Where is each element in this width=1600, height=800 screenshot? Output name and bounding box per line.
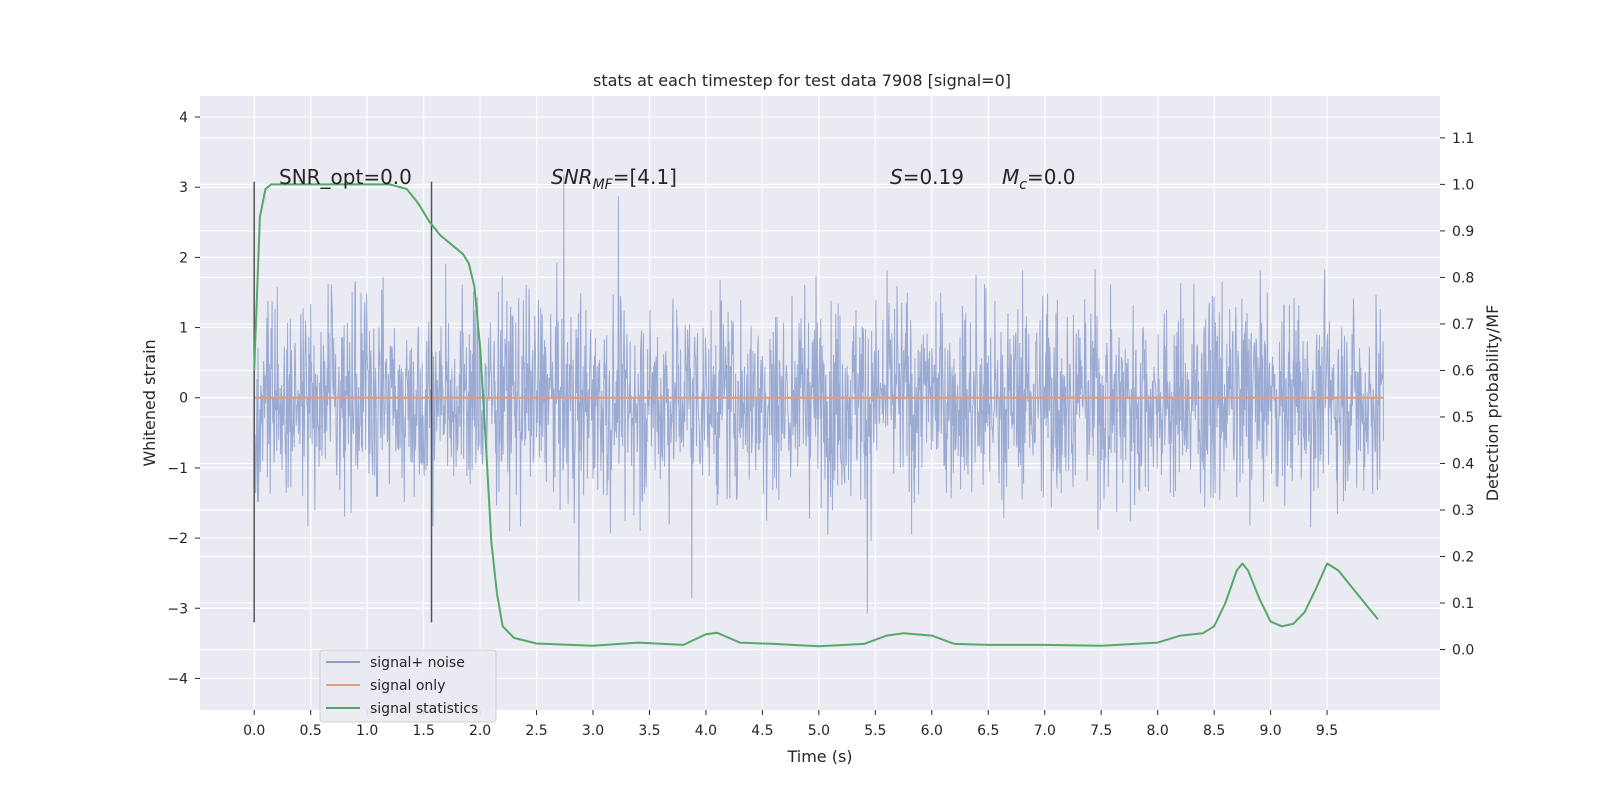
- annotation-snr-mf: SNRMF=[4.1]: [551, 165, 677, 193]
- x-tick-label: 6.0: [921, 723, 943, 739]
- x-tick-label: 7.5: [1090, 723, 1112, 739]
- y-right-tick-label: 0.3: [1452, 503, 1474, 519]
- y-right-tick-label: 0.7: [1452, 317, 1474, 333]
- x-tick-label: 4.5: [751, 723, 773, 739]
- noise-series: [253, 174, 1384, 614]
- annotation-s-var: S: [890, 165, 903, 189]
- y-right-tick-label: 0.2: [1452, 550, 1474, 566]
- x-tick-label: 0.0: [243, 723, 265, 739]
- y-left-tick-label: 4: [179, 110, 188, 126]
- x-axis-label: Time (s): [786, 747, 852, 766]
- legend-label-signal: signal only: [370, 678, 445, 694]
- y-left-tick-label: −2: [167, 531, 188, 547]
- annotation-mc-sub: c: [1019, 177, 1027, 193]
- x-tick-label: 2.5: [525, 723, 547, 739]
- annotation-snr-mf-value: =[4.1]: [613, 165, 677, 189]
- y-right-tick-label: 0.0: [1452, 643, 1474, 659]
- y-right-tick-label: 0.8: [1452, 270, 1474, 286]
- y-right-tick-label: 0.6: [1452, 363, 1474, 379]
- x-tick-label: 1.0: [356, 723, 378, 739]
- y-right-tick-label: 0.1: [1452, 596, 1474, 612]
- vertical-markers: [253, 181, 433, 623]
- y-right-tick-label: 0.9: [1452, 224, 1474, 240]
- statistics-curve: [253, 183, 1379, 648]
- annotation-mc: Mc=0.0: [1002, 165, 1076, 193]
- x-tick-label: 8.0: [1147, 723, 1169, 739]
- y-left-tick-label: −4: [167, 671, 188, 687]
- y-left-tick-label: 1: [179, 321, 188, 337]
- x-tick-label: 3.5: [638, 723, 660, 739]
- chart-title: stats at each timestep for test data 790…: [593, 71, 1011, 90]
- legend-label-statistics: signal statistics: [370, 701, 478, 717]
- statistics-series: [253, 183, 1379, 648]
- annotation-s-value: =0.19: [903, 165, 964, 189]
- legend: signal+ noise signal only signal statist…: [319, 649, 497, 723]
- y-right-tick-label: 1.1: [1452, 131, 1474, 147]
- y-axis-label-left: Whitened strain: [140, 339, 159, 466]
- legend-label-noise: signal+ noise: [370, 655, 465, 671]
- x-tick-label: 0.5: [300, 723, 322, 739]
- x-tick-label: 1.5: [412, 723, 434, 739]
- y-left-tick-label: 3: [179, 180, 188, 196]
- x-tick-label: 5.5: [864, 723, 886, 739]
- y-right-tick-label: 0.5: [1452, 410, 1474, 426]
- ticks: 0.0 0.5 1.0 1.5 2.0 2.5 3.0 3.5 4.0 4.5 5.0 5.5 6.0 6…: [167, 110, 1474, 739]
- annotation-snr-opt: SNR_opt=0.0: [279, 165, 412, 189]
- x-tick-label: 7.0: [1034, 723, 1056, 739]
- legend-box: [319, 649, 497, 723]
- x-tick-label: 4.0: [695, 723, 717, 739]
- noise-trace: [253, 174, 1384, 614]
- x-tick-label: 9.0: [1259, 723, 1281, 739]
- x-tick-label: 8.5: [1203, 723, 1225, 739]
- y-left-tick-label: −1: [167, 461, 188, 477]
- annotation-group: SNR_opt=0.0 SNRMF=[4.1] S=0.19 Mc=0.0: [279, 165, 1076, 193]
- y-right-tick-label: 0.4: [1452, 456, 1474, 472]
- y-left-tick-label: −3: [167, 601, 188, 617]
- annotation-mc-var: M: [1002, 165, 1019, 189]
- x-tick-label: 9.5: [1316, 723, 1338, 739]
- x-tick-label: 2.0: [469, 723, 491, 739]
- annotation-snr-mf-sub: MF: [593, 177, 614, 193]
- y-axis-label-right: Detection probability/MF: [1483, 305, 1502, 502]
- y-left-tick-label: 0: [179, 391, 188, 407]
- y-left-tick-label: 2: [179, 250, 188, 266]
- annotation-snr-mf-base: SNR: [551, 165, 593, 189]
- x-tick-label: 6.5: [977, 723, 999, 739]
- y-right-tick-label: 1.0: [1452, 177, 1474, 193]
- x-tick-label: 3.0: [582, 723, 604, 739]
- annotation-s: S=0.19: [890, 165, 964, 189]
- x-tick-label: 5.0: [808, 723, 830, 739]
- annotation-mc-value: =0.0: [1027, 165, 1076, 189]
